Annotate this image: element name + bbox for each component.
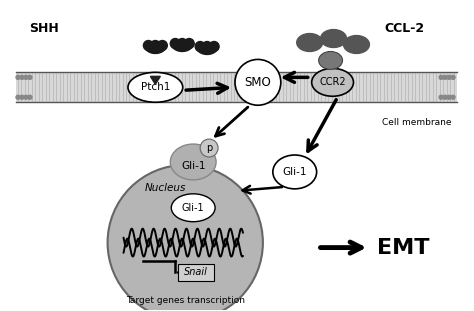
Circle shape <box>24 95 28 99</box>
Circle shape <box>20 95 24 99</box>
Circle shape <box>209 41 219 51</box>
Text: Cell membrane: Cell membrane <box>382 118 451 127</box>
Ellipse shape <box>344 35 369 53</box>
Ellipse shape <box>319 51 343 69</box>
Circle shape <box>144 40 154 50</box>
Circle shape <box>451 95 455 99</box>
Text: p: p <box>206 143 212 153</box>
Circle shape <box>451 75 455 79</box>
Circle shape <box>170 39 180 49</box>
Circle shape <box>184 39 194 49</box>
Ellipse shape <box>297 34 323 51</box>
Circle shape <box>443 75 447 79</box>
Text: EMT: EMT <box>377 238 430 258</box>
Circle shape <box>24 75 28 79</box>
Circle shape <box>108 165 263 311</box>
Text: Snail: Snail <box>184 267 208 277</box>
Circle shape <box>157 40 167 50</box>
Ellipse shape <box>273 155 317 189</box>
Bar <box>16 72 457 102</box>
Polygon shape <box>145 45 166 53</box>
Text: Gli-1: Gli-1 <box>283 167 307 177</box>
Text: Gli-1: Gli-1 <box>182 203 204 213</box>
Text: Nucleus: Nucleus <box>145 183 186 193</box>
Circle shape <box>150 40 160 50</box>
Circle shape <box>235 59 281 105</box>
Circle shape <box>447 75 451 79</box>
Circle shape <box>195 41 205 51</box>
Circle shape <box>202 41 212 51</box>
Circle shape <box>439 75 443 79</box>
Ellipse shape <box>171 194 215 222</box>
Circle shape <box>439 95 443 99</box>
Circle shape <box>177 39 187 49</box>
Ellipse shape <box>312 68 354 96</box>
Circle shape <box>20 75 24 79</box>
Text: Ptch1: Ptch1 <box>141 82 170 92</box>
Text: CCR2: CCR2 <box>319 77 346 87</box>
Text: Gli-1: Gli-1 <box>181 161 205 171</box>
FancyBboxPatch shape <box>178 263 214 281</box>
Text: SMO: SMO <box>245 76 271 89</box>
Polygon shape <box>171 44 193 51</box>
Text: SHH: SHH <box>29 22 59 35</box>
Ellipse shape <box>128 72 183 102</box>
Ellipse shape <box>320 30 346 48</box>
Circle shape <box>447 95 451 99</box>
Polygon shape <box>196 46 218 54</box>
Text: CCL-2: CCL-2 <box>384 22 424 35</box>
Circle shape <box>16 75 20 79</box>
Circle shape <box>28 95 32 99</box>
Circle shape <box>200 139 218 157</box>
Polygon shape <box>150 77 160 84</box>
Circle shape <box>16 95 20 99</box>
Ellipse shape <box>170 144 216 180</box>
Circle shape <box>28 75 32 79</box>
Text: Target genes transcription: Target genes transcription <box>126 296 245 305</box>
Circle shape <box>443 95 447 99</box>
